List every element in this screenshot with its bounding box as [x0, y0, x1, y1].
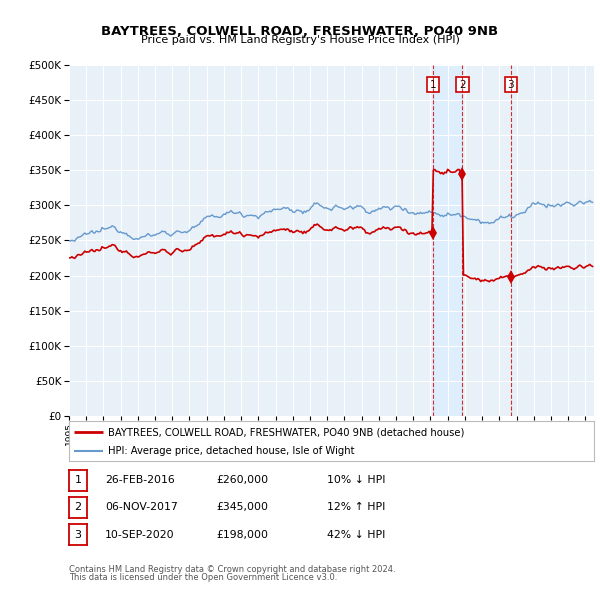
Text: 06-NOV-2017: 06-NOV-2017	[105, 503, 178, 512]
Text: Price paid vs. HM Land Registry's House Price Index (HPI): Price paid vs. HM Land Registry's House …	[140, 35, 460, 45]
Text: BAYTREES, COLWELL ROAD, FRESHWATER, PO40 9NB (detached house): BAYTREES, COLWELL ROAD, FRESHWATER, PO40…	[109, 428, 465, 438]
Text: £260,000: £260,000	[216, 476, 268, 485]
Text: 2: 2	[459, 80, 466, 90]
Text: £345,000: £345,000	[216, 503, 268, 512]
Bar	[433, 65, 463, 416]
Text: 12% ↑ HPI: 12% ↑ HPI	[327, 503, 385, 512]
Text: Contains HM Land Registry data © Crown copyright and database right 2024.: Contains HM Land Registry data © Crown c…	[69, 565, 395, 573]
Text: 42% ↓ HPI: 42% ↓ HPI	[327, 530, 385, 539]
Text: This data is licensed under the Open Government Licence v3.0.: This data is licensed under the Open Gov…	[69, 573, 337, 582]
Text: 3: 3	[74, 530, 82, 539]
Text: 2: 2	[74, 503, 82, 512]
Text: BAYTREES, COLWELL ROAD, FRESHWATER, PO40 9NB: BAYTREES, COLWELL ROAD, FRESHWATER, PO40…	[101, 25, 499, 38]
Text: 10% ↓ HPI: 10% ↓ HPI	[327, 476, 386, 485]
Text: 1: 1	[74, 476, 82, 485]
Text: 10-SEP-2020: 10-SEP-2020	[105, 530, 175, 539]
Text: 3: 3	[508, 80, 514, 90]
Text: HPI: Average price, detached house, Isle of Wight: HPI: Average price, detached house, Isle…	[109, 447, 355, 456]
Text: 26-FEB-2016: 26-FEB-2016	[105, 476, 175, 485]
Text: £198,000: £198,000	[216, 530, 268, 539]
Text: 1: 1	[430, 80, 436, 90]
